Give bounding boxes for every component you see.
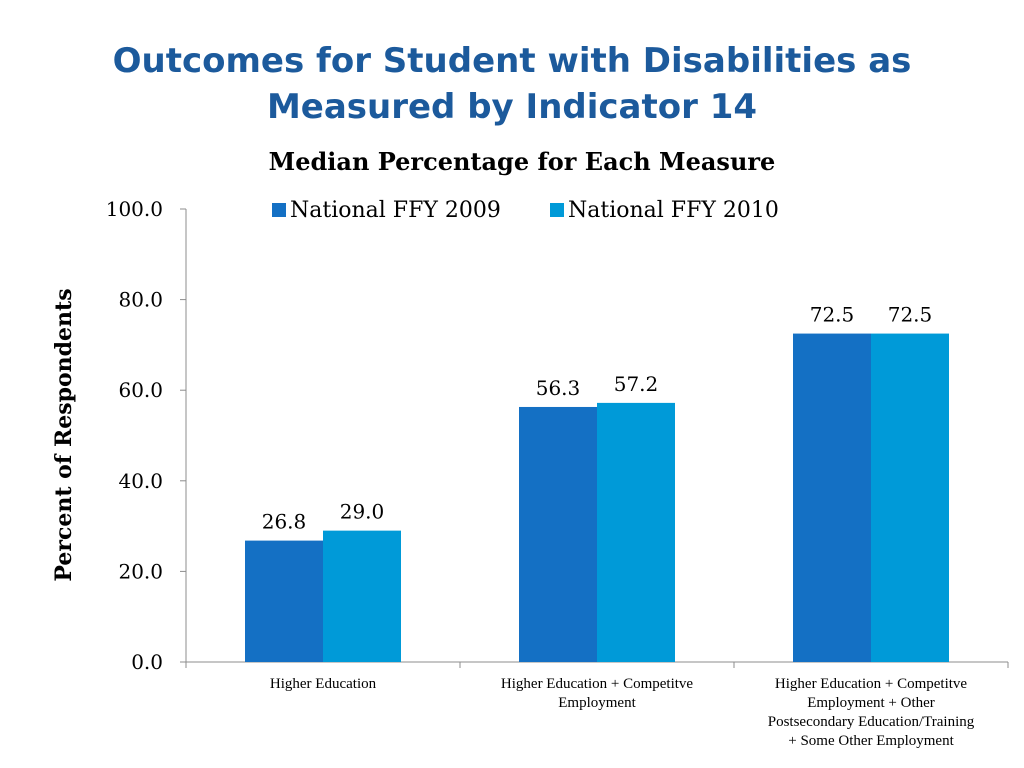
bar [519, 406, 597, 662]
y-tick-label: 40.0 [118, 469, 163, 493]
legend-label: National FFY 2009 [290, 198, 501, 223]
data-label: 72.5 [888, 303, 933, 327]
bar [245, 540, 323, 662]
x-category-label: Employment + Other [807, 695, 935, 711]
bar [871, 333, 949, 662]
data-label: 56.3 [536, 376, 581, 400]
y-tick-label: 60.0 [118, 378, 163, 402]
slide-title-line-2: Measured by Indicator 14 [266, 87, 758, 127]
y-tick-label: 20.0 [118, 559, 163, 583]
x-category-label: Higher Education + Competitve [501, 676, 694, 692]
y-tick-label: 100.0 [106, 197, 163, 221]
data-label: 72.5 [810, 303, 855, 327]
data-label: 57.2 [614, 372, 659, 396]
x-category-label: Postsecondary Education/Training [768, 714, 975, 730]
bar [323, 530, 401, 662]
data-label: 26.8 [262, 510, 307, 534]
y-tick-label: 0.0 [131, 650, 163, 674]
legend-swatch [272, 203, 286, 217]
x-category-label: Employment [558, 695, 636, 711]
legend-label: National FFY 2010 [568, 198, 779, 223]
bar [793, 333, 871, 662]
y-axis-label: Percent of Respondents [51, 288, 77, 581]
legend-swatch [550, 203, 564, 217]
data-label: 29.0 [340, 500, 385, 524]
x-category-label: + Some Other Employment [788, 733, 954, 749]
x-category-label: Higher Education [270, 676, 377, 692]
x-category-label: Higher Education + Competitve [775, 676, 968, 692]
slide-title: Outcomes for Student with Disabilities a… [0, 38, 1024, 130]
bar [597, 402, 675, 662]
y-tick-label: 80.0 [118, 288, 163, 312]
slide-title-line-1: Outcomes for Student with Disabilities a… [112, 41, 912, 81]
chart-title: Median Percentage for Each Measure [269, 147, 776, 176]
